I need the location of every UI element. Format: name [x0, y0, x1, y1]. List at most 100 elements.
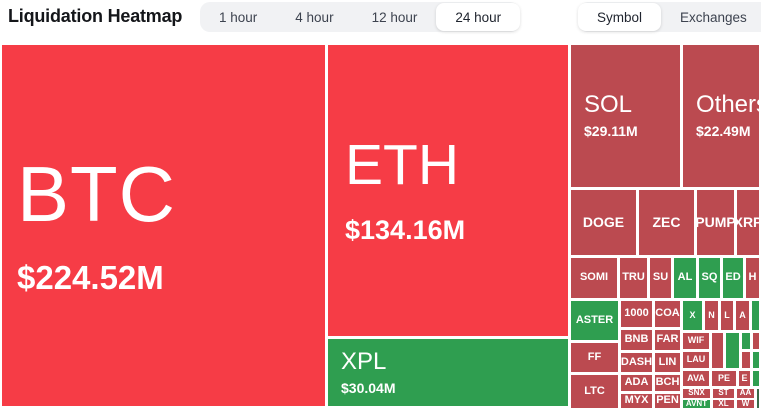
- cell-ticker: LAU: [686, 354, 706, 365]
- cell-ticker: E: [741, 372, 748, 383]
- treemap-cell-e[interactable]: E: [739, 371, 750, 386]
- treemap-cell[interactable]: [742, 352, 750, 368]
- cell-ticker: SOMI: [579, 271, 609, 284]
- treemap-cell-dash[interactable]: DASH: [621, 353, 652, 372]
- cell-ticker: SOL: [584, 91, 633, 119]
- cell-ticker: SNX: [688, 389, 705, 398]
- treemap-cell-bch[interactable]: BCH: [655, 375, 680, 391]
- cell-ticker: ST: [718, 389, 729, 398]
- treemap-cell-aa[interactable]: AA: [737, 389, 754, 398]
- treemap-cell-xpl[interactable]: XPL $30.04M: [328, 339, 568, 406]
- treemap-cell-a[interactable]: A: [736, 301, 749, 330]
- cell-ticker: AL: [677, 271, 693, 284]
- treemap-cell-bnb[interactable]: BNB: [621, 330, 652, 350]
- cell-ticker: TRU: [622, 271, 645, 284]
- cell-ticker: PEN: [656, 394, 679, 407]
- treemap-cell-xl[interactable]: XL: [713, 400, 734, 408]
- cell-ticker: ETH: [345, 132, 459, 197]
- treemap-cell[interactable]: [712, 333, 723, 368]
- view-toggle-exchanges[interactable]: Exchanges: [680, 9, 747, 25]
- cell-ticker: LIN: [658, 355, 677, 368]
- time-filter-1hour[interactable]: 1 hour: [219, 9, 258, 25]
- cell-ticker: FAR: [656, 333, 679, 346]
- cell-ticker: N: [708, 309, 715, 320]
- treemap-cell-somi[interactable]: SOMI: [571, 258, 617, 298]
- treemap-cell-snx[interactable]: SNX: [683, 389, 710, 398]
- time-filter-12hour[interactable]: 12 hour: [371, 9, 418, 25]
- cell-ticker: X: [689, 309, 696, 320]
- cell-ticker: XRP: [737, 214, 759, 231]
- cell-ticker: MYX: [624, 394, 649, 407]
- cell-ticker: PE: [717, 372, 730, 383]
- time-filter-4hour[interactable]: 4 hour: [295, 9, 334, 25]
- page-title: Liquidation Heatmap: [8, 6, 183, 26]
- view-toggle-group: Symbol Exchanges: [578, 2, 761, 32]
- treemap-cell[interactable]: [757, 389, 759, 408]
- treemap-cell-ada[interactable]: ADA: [621, 375, 652, 391]
- cell-ticker: XL: [718, 400, 729, 408]
- cell-value: $134.16M: [345, 214, 466, 245]
- treemap-cell-zec[interactable]: ZEC: [639, 190, 694, 255]
- treemap-cell-st[interactable]: ST: [713, 389, 734, 398]
- cell-ticker: AA: [739, 389, 752, 398]
- treemap-cell[interactable]: [753, 333, 759, 349]
- treemap-cell-wif[interactable]: WIF: [683, 333, 709, 349]
- cell-ticker: A: [739, 309, 746, 320]
- cell-ticker: W: [741, 400, 750, 408]
- cell-ticker: COA: [655, 307, 680, 320]
- treemap-cell-aster[interactable]: ASTER: [571, 301, 618, 340]
- cell-ticker: BNB: [624, 333, 649, 346]
- treemap-cell-ff[interactable]: FF: [571, 343, 618, 372]
- cell-ticker: XPL: [341, 347, 387, 375]
- treemap-cell-lin[interactable]: LIN: [655, 353, 680, 372]
- time-filter-group: 1 hour 4 hour 12 hour 24 hour: [200, 2, 521, 32]
- treemap-cell-eth[interactable]: ETH $134.16M: [328, 45, 568, 336]
- cell-ticker: ASTER: [575, 313, 614, 326]
- treemap-cell[interactable]: [742, 333, 750, 349]
- treemap-cell-others[interactable]: Others $22.49M: [683, 45, 759, 187]
- treemap-cell-ltc[interactable]: LTC: [571, 375, 618, 408]
- treemap-cell-sq[interactable]: SQ: [699, 258, 720, 298]
- treemap-cell-1000[interactable]: 1000: [621, 301, 652, 327]
- treemap-cell-avnt[interactable]: AVNT: [683, 400, 710, 408]
- treemap-cell-su[interactable]: SU: [650, 258, 671, 298]
- treemap-cell-ed[interactable]: ED: [723, 258, 743, 298]
- treemap-cell[interactable]: [752, 301, 759, 330]
- cell-ticker: DASH: [621, 355, 652, 368]
- cell-ticker: BTC: [17, 150, 176, 239]
- cell-ticker: L: [724, 309, 730, 320]
- header: Liquidation Heatmap 1 hour 4 hour 12 hou…: [0, 0, 761, 42]
- treemap-cell-h[interactable]: H: [746, 258, 759, 298]
- cell-ticker: ADA: [624, 376, 649, 389]
- cell-value: $30.04M: [341, 379, 396, 396]
- treemap-cell-coa[interactable]: COA: [655, 301, 680, 327]
- treemap-cell-al[interactable]: AL: [674, 258, 696, 298]
- cell-ticker: 1000: [624, 307, 649, 320]
- treemap-cell[interactable]: [753, 352, 759, 368]
- treemap-cell-pe[interactable]: PE: [712, 371, 736, 386]
- treemap-cell-btc[interactable]: BTC $224.52M: [2, 45, 325, 406]
- view-toggle-symbol[interactable]: Symbol: [578, 3, 662, 31]
- treemap-cell-pen[interactable]: PEN: [655, 394, 680, 408]
- cell-ticker: PUMP: [697, 214, 734, 231]
- treemap-cell-x[interactable]: X: [683, 301, 702, 330]
- treemap-cell-tru[interactable]: TRU: [620, 258, 647, 298]
- liquidation-heatmap-treemap: BTC $224.52M ETH $134.16M XPL $30.04M SOL $29.1…: [0, 43, 761, 412]
- treemap-cell-n[interactable]: N: [705, 301, 718, 330]
- treemap-cell-sol[interactable]: SOL $29.11M: [571, 45, 680, 187]
- cell-ticker: Others: [696, 91, 759, 119]
- treemap-cell-pump[interactable]: PUMP: [697, 190, 734, 255]
- treemap-cell-far[interactable]: FAR: [655, 330, 680, 350]
- treemap-cell-lau[interactable]: LAU: [683, 352, 709, 368]
- treemap-cell-xrp[interactable]: XRP: [737, 190, 759, 255]
- treemap-cell-doge[interactable]: DOGE: [571, 190, 636, 255]
- cell-value: $29.11M: [584, 123, 638, 140]
- treemap-cell-w[interactable]: W: [737, 400, 754, 408]
- treemap-cell[interactable]: [753, 371, 759, 386]
- treemap-cell-l[interactable]: L: [721, 301, 733, 330]
- treemap-cell[interactable]: [726, 333, 739, 368]
- treemap-cell-myx[interactable]: MYX: [621, 394, 652, 408]
- time-filter-24hour[interactable]: 24 hour: [436, 3, 521, 31]
- cell-ticker: AVNT: [685, 400, 708, 408]
- treemap-cell-ava[interactable]: AVA: [683, 371, 709, 386]
